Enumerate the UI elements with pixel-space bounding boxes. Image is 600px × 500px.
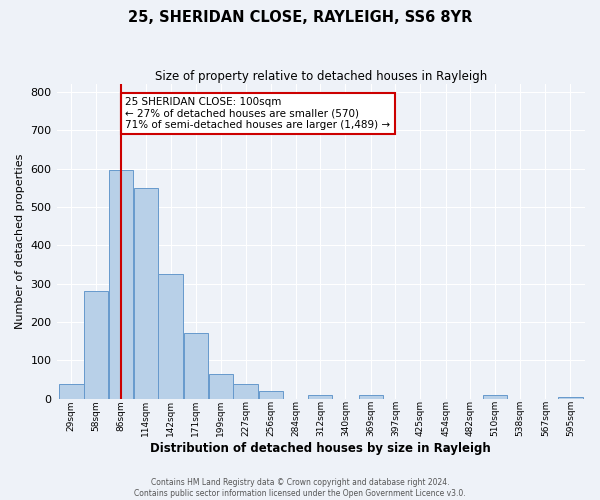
Bar bbox=[483, 395, 507, 398]
Bar bbox=[308, 395, 332, 398]
Bar bbox=[184, 334, 208, 398]
Bar bbox=[209, 374, 233, 398]
Title: Size of property relative to detached houses in Rayleigh: Size of property relative to detached ho… bbox=[155, 70, 487, 83]
Bar bbox=[84, 292, 109, 399]
Text: 25, SHERIDAN CLOSE, RAYLEIGH, SS6 8YR: 25, SHERIDAN CLOSE, RAYLEIGH, SS6 8YR bbox=[128, 10, 472, 25]
Bar bbox=[158, 274, 184, 398]
Bar bbox=[134, 188, 158, 398]
Text: Contains HM Land Registry data © Crown copyright and database right 2024.
Contai: Contains HM Land Registry data © Crown c… bbox=[134, 478, 466, 498]
Bar bbox=[59, 384, 83, 398]
X-axis label: Distribution of detached houses by size in Rayleigh: Distribution of detached houses by size … bbox=[151, 442, 491, 455]
Bar bbox=[109, 170, 133, 398]
Text: 25 SHERIDAN CLOSE: 100sqm
← 27% of detached houses are smaller (570)
71% of semi: 25 SHERIDAN CLOSE: 100sqm ← 27% of detac… bbox=[125, 96, 391, 130]
Bar bbox=[259, 391, 283, 398]
Y-axis label: Number of detached properties: Number of detached properties bbox=[15, 154, 25, 329]
Bar bbox=[359, 395, 383, 398]
Bar bbox=[233, 384, 259, 398]
Bar bbox=[558, 397, 583, 398]
